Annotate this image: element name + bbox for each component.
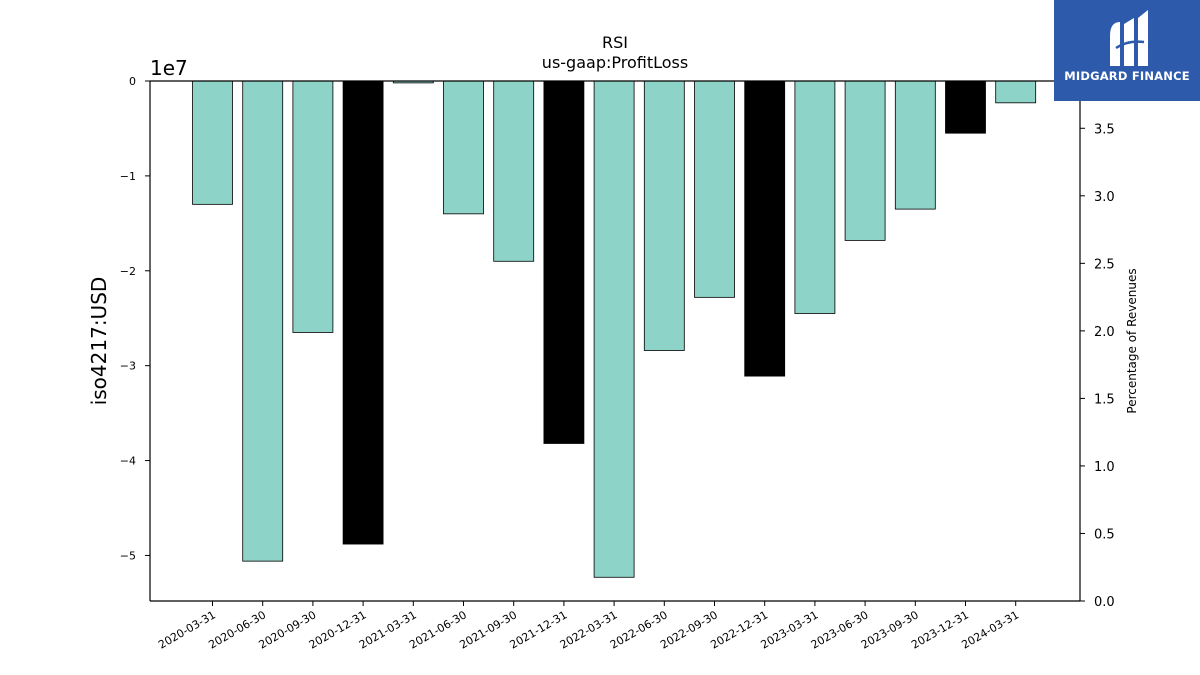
y-tick-label: −2 (120, 265, 136, 278)
y2-tick-label: 1.5 (1094, 392, 1115, 407)
x-tick-label: 2024-03-31 (959, 608, 1021, 651)
bar-2022-06-30 (643, 80, 685, 351)
y2-tick-label: 2.0 (1094, 325, 1115, 340)
y2-tick-label: 3.0 (1094, 190, 1115, 205)
y-tick-label: 0 (129, 75, 136, 88)
chart-subtitle: us-gaap:ProfitLoss (542, 53, 688, 72)
bar-2022-03-31 (593, 80, 635, 578)
bar-2020-06-30 (242, 80, 284, 562)
y2-tick-label: 3.5 (1094, 122, 1115, 137)
y2-tick-label: 0.0 (1094, 595, 1115, 610)
y-tick-label: −4 (120, 455, 136, 468)
y2-axis-label: Percentage of Revenues (1125, 268, 1139, 413)
bar-2020-12-31 (342, 80, 384, 545)
bars (192, 80, 1037, 578)
y-tick-label: −1 (120, 170, 136, 183)
logo-badge: MIDGARD FINANCE (1054, 0, 1200, 101)
bar-2022-09-30 (694, 80, 735, 298)
y-offset-label: 1e7 (150, 56, 188, 80)
y-tick-label: −3 (120, 360, 136, 373)
chart-title: RSI (602, 33, 628, 52)
bar-2021-06-30 (443, 80, 484, 215)
bar-2023-06-30 (844, 80, 886, 241)
bar-2020-09-30 (292, 80, 334, 333)
bar-2022-12-31 (744, 80, 786, 377)
bar-2023-03-31 (794, 80, 836, 314)
x-ticks: 2020-03-312020-06-302020-09-302020-12-31… (156, 601, 1021, 652)
bar-2020-03-31 (192, 80, 233, 205)
bar-2024-03-31 (995, 80, 1037, 104)
y-axis-label: iso4217:USD (87, 277, 111, 406)
midgard-logo-mark-icon (1110, 10, 1148, 66)
logo-text: MIDGARD FINANCE (1064, 69, 1190, 83)
bar-2021-12-31 (543, 80, 585, 444)
axes (149, 80, 1081, 602)
bar-2023-12-31 (945, 80, 986, 134)
y2-tick-label: 2.5 (1094, 257, 1115, 272)
y-ticks: 0 −1 −2 −3 −4 −5 (120, 75, 150, 562)
y2-tick-label: 1.0 (1094, 460, 1115, 475)
bar-2023-09-30 (894, 80, 936, 210)
bar-2021-09-30 (493, 80, 535, 262)
y-tick-label: −5 (120, 549, 136, 562)
y2-tick-label: 0.5 (1094, 527, 1115, 542)
y2-ticks: 0.0 0.5 1.0 1.5 2.0 2.5 3.0 3.5 (1080, 122, 1115, 610)
